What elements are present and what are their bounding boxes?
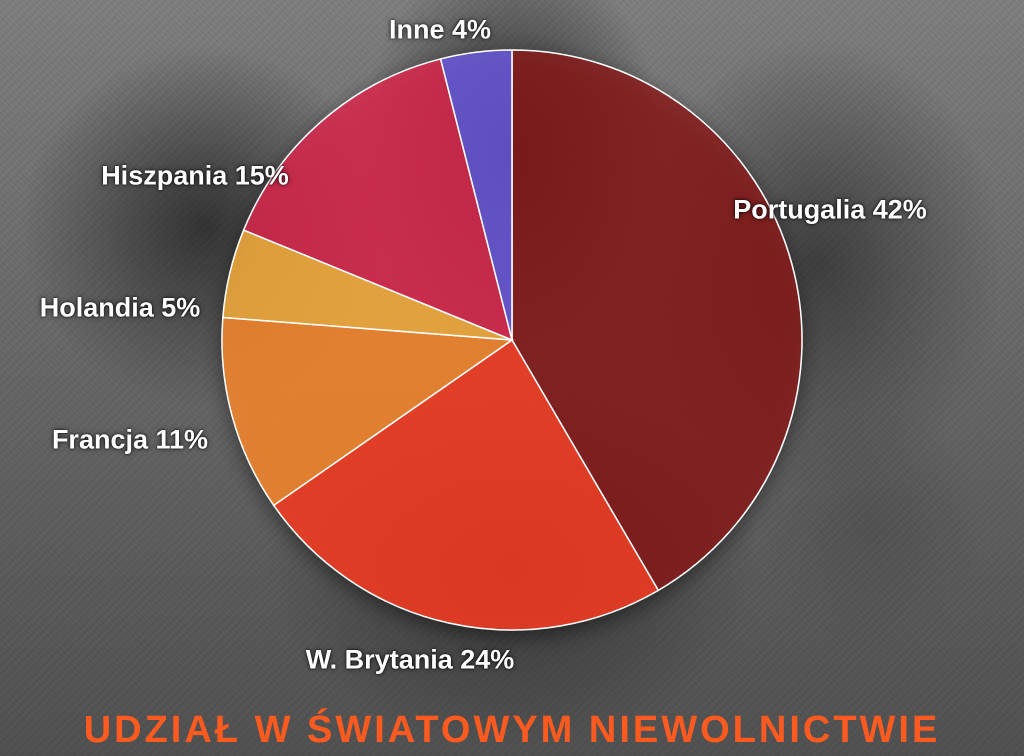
slice-label-inne: Inne 4% [389,15,491,46]
slice-label-name: Portugalia [733,195,865,225]
slice-label-name: Hiszpania [101,161,227,191]
slice-label-name: W. Brytania [306,645,453,675]
slice-label-name: Inne [389,15,445,45]
slice-label-hiszpania: Hiszpania 15% [101,161,289,192]
slice-label-value: 15 [235,161,265,191]
chart-title: UDZIAŁ W ŚWIATOWYM NIEWOLNICTWIE [0,709,1024,752]
slice-label-portugalia: Portugalia 42% [733,195,927,226]
slice-label-value: 5 [161,293,176,323]
pie-chart [0,0,1024,756]
slice-label-w-brytania: W. Brytania 24% [306,645,515,676]
slice-label-value: 42 [873,195,903,225]
slice-label-holandia: Holandia 5% [40,293,201,324]
slice-label-value: 24 [460,645,490,675]
slice-label-value: 11 [156,425,185,455]
slice-label-name: Francja [52,425,148,455]
slice-label-francja: Francja 11% [52,425,208,456]
slice-label-name: Holandia [40,293,154,323]
slice-label-value: 4 [452,15,467,45]
